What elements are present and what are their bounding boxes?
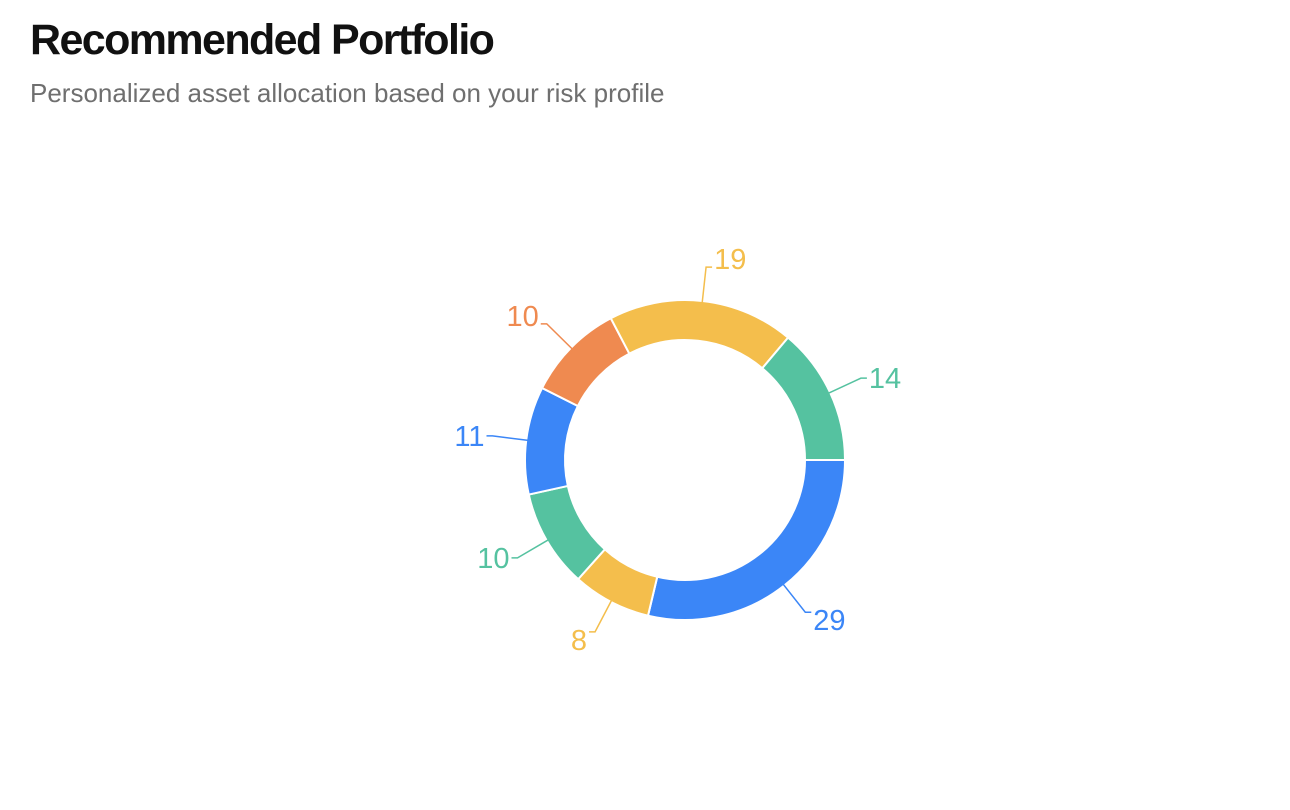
label-line-1: [783, 584, 811, 612]
label-line-7: [828, 378, 867, 393]
label-line-2: [589, 600, 612, 632]
slice-value-label-5: 10: [506, 301, 538, 333]
donut-slice-1[interactable]: [648, 460, 845, 620]
slice-value-label-2: 8: [571, 625, 587, 657]
donut-slice-7[interactable]: [762, 338, 845, 460]
slice-value-label-4: 11: [454, 421, 484, 453]
label-line-3: [511, 540, 548, 558]
slice-value-label-7: 14: [869, 363, 901, 395]
label-line-5: [541, 324, 573, 349]
donut-slice-6[interactable]: [611, 300, 788, 368]
slice-value-label-1: 29: [813, 605, 845, 637]
label-line-4: [486, 436, 528, 440]
donut-slice-4[interactable]: [525, 388, 578, 495]
slice-value-label-3: 10: [477, 543, 509, 575]
label-line-6: [702, 267, 712, 303]
slice-value-label-6: 19: [714, 244, 746, 276]
